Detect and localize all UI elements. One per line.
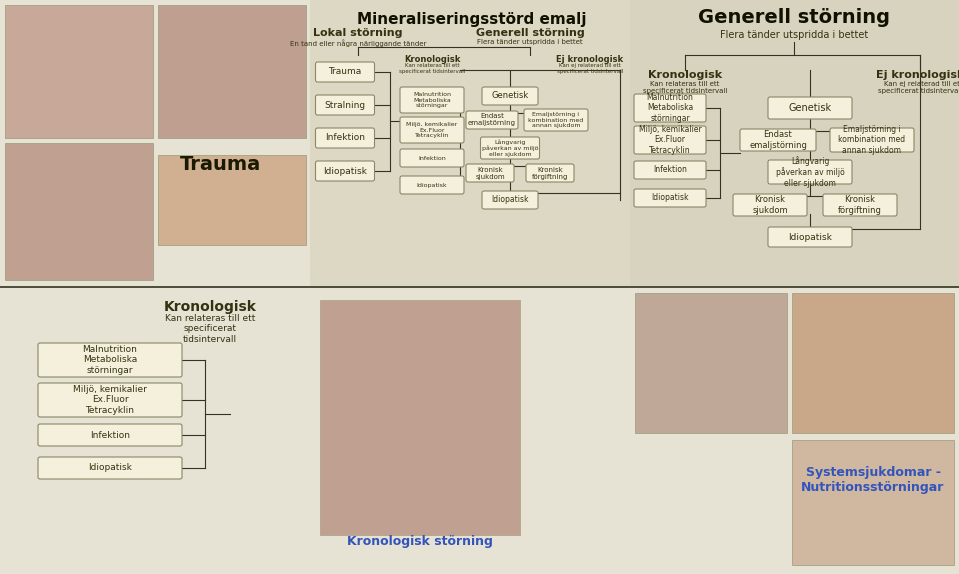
Bar bbox=[0, 0, 310, 287]
FancyBboxPatch shape bbox=[400, 149, 464, 167]
Text: Lokal störning: Lokal störning bbox=[314, 28, 403, 38]
Text: Genetisk: Genetisk bbox=[788, 103, 831, 113]
Text: Kronisk
sjukdom: Kronisk sjukdom bbox=[752, 195, 787, 215]
Bar bbox=[5, 5, 153, 138]
Text: Kronologisk: Kronologisk bbox=[164, 300, 256, 314]
Text: Trauma: Trauma bbox=[179, 156, 261, 174]
Text: Emaljstörning i
kombination med
annan sjukdom: Emaljstörning i kombination med annan sj… bbox=[838, 125, 905, 155]
FancyBboxPatch shape bbox=[482, 191, 538, 209]
Text: Infektion: Infektion bbox=[418, 156, 446, 161]
Text: Flera tänder utspridda i bettet: Flera tänder utspridda i bettet bbox=[478, 39, 583, 45]
Text: Långvarig
påverkan av miljö
eller sjukdom: Långvarig påverkan av miljö eller sjukdo… bbox=[481, 139, 538, 157]
FancyBboxPatch shape bbox=[768, 227, 852, 247]
FancyBboxPatch shape bbox=[316, 128, 375, 148]
Text: Endast
emaljstörning: Endast emaljstörning bbox=[468, 114, 516, 126]
FancyBboxPatch shape bbox=[524, 109, 588, 131]
Text: Kan relateras till ett
specificerat tidsintervall: Kan relateras till ett specificerat tids… bbox=[643, 81, 727, 94]
Text: Generell störning: Generell störning bbox=[698, 8, 890, 27]
FancyBboxPatch shape bbox=[634, 189, 706, 207]
FancyBboxPatch shape bbox=[768, 160, 852, 184]
Text: Systemsjukdomar -
Nutritionsstörningar: Systemsjukdomar - Nutritionsstörningar bbox=[802, 466, 945, 494]
Text: Genetisk: Genetisk bbox=[491, 91, 528, 100]
Bar bbox=[792, 440, 954, 565]
Bar bbox=[320, 300, 520, 535]
Text: Idiopatisk: Idiopatisk bbox=[651, 193, 689, 203]
FancyBboxPatch shape bbox=[38, 424, 182, 446]
Bar bbox=[158, 5, 306, 138]
FancyBboxPatch shape bbox=[634, 161, 706, 179]
FancyBboxPatch shape bbox=[316, 62, 375, 82]
FancyBboxPatch shape bbox=[400, 176, 464, 194]
FancyBboxPatch shape bbox=[768, 97, 852, 119]
Text: Malnutrition
Metaboliska
störningar: Malnutrition Metaboliska störningar bbox=[82, 345, 137, 375]
Text: Malnutrition
Metaboliska
störningar: Malnutrition Metaboliska störningar bbox=[413, 92, 451, 108]
Bar bbox=[635, 293, 787, 433]
FancyBboxPatch shape bbox=[634, 126, 706, 154]
Bar bbox=[0, 287, 959, 574]
Text: Kronisk
förgiftning: Kronisk förgiftning bbox=[838, 195, 882, 215]
FancyBboxPatch shape bbox=[466, 164, 514, 182]
Bar bbox=[792, 293, 954, 433]
Text: Generell störning: Generell störning bbox=[476, 28, 584, 38]
Text: Infektion: Infektion bbox=[325, 134, 365, 142]
Text: Infektion: Infektion bbox=[90, 430, 130, 440]
Text: Endast
emaljstörning: Endast emaljstörning bbox=[749, 130, 807, 150]
Text: Mineraliseringsstörd emalj: Mineraliseringsstörd emalj bbox=[358, 12, 587, 27]
Text: Malnutrition
Metaboliska
störningar: Malnutrition Metaboliska störningar bbox=[646, 93, 693, 123]
FancyBboxPatch shape bbox=[316, 95, 375, 115]
Text: Flera tänder utspridda i bettet: Flera tänder utspridda i bettet bbox=[720, 30, 868, 40]
Bar bbox=[5, 143, 153, 280]
FancyBboxPatch shape bbox=[400, 87, 464, 113]
Text: En tand eller några närliggande tänder: En tand eller några närliggande tänder bbox=[290, 39, 426, 46]
Text: Ej kronologisk: Ej kronologisk bbox=[556, 55, 623, 64]
Text: Kan relateras till ett
specificerat tidsintervall: Kan relateras till ett specificerat tids… bbox=[399, 63, 465, 74]
Bar bbox=[158, 155, 306, 245]
FancyBboxPatch shape bbox=[823, 194, 897, 216]
FancyBboxPatch shape bbox=[38, 457, 182, 479]
FancyBboxPatch shape bbox=[733, 194, 807, 216]
Text: Idiopatisk: Idiopatisk bbox=[88, 463, 132, 472]
FancyBboxPatch shape bbox=[38, 383, 182, 417]
Text: Miljö, kemikalier
Ex.Fluor
Tetracyklin: Miljö, kemikalier Ex.Fluor Tetracyklin bbox=[639, 125, 701, 155]
Text: Idiopatisk: Idiopatisk bbox=[417, 183, 447, 188]
Text: Miljö, kemikalier
Ex.Fluor
Tetracyklin: Miljö, kemikalier Ex.Fluor Tetracyklin bbox=[407, 122, 457, 138]
Text: Ej kronologisk: Ej kronologisk bbox=[876, 70, 959, 80]
Text: Idiopatisk: Idiopatisk bbox=[491, 196, 528, 204]
FancyBboxPatch shape bbox=[466, 111, 518, 129]
FancyBboxPatch shape bbox=[38, 343, 182, 377]
Text: Kronisk
förgiftning: Kronisk förgiftning bbox=[532, 166, 568, 180]
Bar bbox=[630, 0, 959, 287]
Text: Kan ej relaterad till ett
specificerat tidsintervall: Kan ej relaterad till ett specificerat t… bbox=[877, 81, 959, 94]
FancyBboxPatch shape bbox=[634, 94, 706, 122]
Text: Idiopatisk: Idiopatisk bbox=[323, 166, 367, 176]
Text: Emaljstörning i
kombination med
annan sjukdom: Emaljstörning i kombination med annan sj… bbox=[528, 112, 584, 129]
Text: Idiopatisk: Idiopatisk bbox=[788, 232, 832, 242]
Text: Kronisk
sjukdom: Kronisk sjukdom bbox=[476, 166, 504, 180]
FancyBboxPatch shape bbox=[830, 128, 914, 152]
Text: Kan ej relaterad till ett
specificerat tidsintervall: Kan ej relaterad till ett specificerat t… bbox=[557, 63, 623, 74]
FancyBboxPatch shape bbox=[740, 129, 816, 151]
FancyBboxPatch shape bbox=[526, 164, 574, 182]
FancyBboxPatch shape bbox=[480, 137, 540, 159]
Text: Kronologisk: Kronologisk bbox=[648, 70, 722, 80]
Text: Miljö, kemikalier
Ex.Fluor
Tetracyklin: Miljö, kemikalier Ex.Fluor Tetracyklin bbox=[73, 385, 147, 415]
Text: Långvarig
påverkan av miljö
eller sjukdom: Långvarig påverkan av miljö eller sjukdo… bbox=[776, 156, 844, 188]
Text: Kronologisk störning: Kronologisk störning bbox=[347, 535, 493, 548]
FancyBboxPatch shape bbox=[316, 161, 375, 181]
Text: Stralning: Stralning bbox=[324, 100, 365, 110]
FancyBboxPatch shape bbox=[400, 117, 464, 143]
FancyBboxPatch shape bbox=[482, 87, 538, 105]
Text: Kronologisk: Kronologisk bbox=[404, 55, 460, 64]
Text: Kan relateras till ett
specificerat
tidsintervall: Kan relateras till ett specificerat tids… bbox=[165, 314, 255, 344]
Text: Trauma: Trauma bbox=[328, 68, 362, 76]
Text: Infektion: Infektion bbox=[653, 165, 687, 174]
Bar bbox=[310, 0, 630, 287]
